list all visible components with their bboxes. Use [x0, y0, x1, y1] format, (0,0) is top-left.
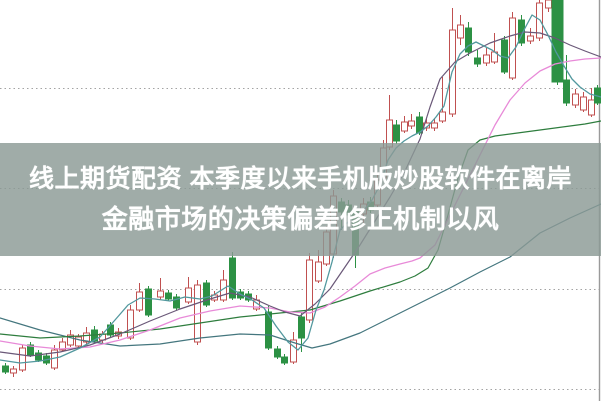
candle-body: [265, 311, 272, 349]
candle-body: [527, 35, 534, 42]
candle-body: [157, 290, 164, 298]
candle-body: [59, 341, 66, 351]
candle-body: [474, 57, 481, 65]
candle-body: [10, 368, 17, 374]
candle-body: [518, 19, 525, 44]
candle-body: [290, 339, 297, 363]
candle-body: [83, 332, 90, 343]
ma-long-green: [0, 120, 601, 339]
candle-body: [229, 257, 236, 299]
candle-body: [393, 124, 400, 142]
candle-body: [35, 352, 42, 361]
candle-body: [457, 24, 464, 39]
candle-body: [563, 79, 570, 104]
candle-body: [483, 54, 490, 64]
candle-body: [536, 2, 543, 39]
headline-overlay-band: 线上期货配资 本季度以来手机版炒股软件在离岸 金融市场的决策偏差修正机制以风: [0, 143, 601, 256]
candle-body: [401, 121, 408, 132]
candle-body: [439, 111, 446, 122]
candle-body: [173, 296, 180, 309]
candle-body: [545, 0, 552, 9]
candle-body: [588, 99, 595, 116]
candle-body: [431, 122, 438, 129]
ma-long-steel: [0, 203, 601, 349]
candle-body: [274, 348, 281, 358]
candle-body: [75, 336, 82, 347]
candle-body: [580, 96, 587, 111]
candle-body: [306, 259, 313, 321]
candle-body: [67, 334, 74, 346]
headline-line-1: 线上期货配资 本季度以来手机版炒股软件在离岸: [29, 165, 572, 193]
candle-body: [298, 316, 305, 339]
candle-body: [136, 291, 143, 311]
candle-body: [315, 261, 322, 282]
candle-body: [465, 27, 472, 53]
candle-body: [185, 287, 192, 303]
candle-body: [165, 292, 172, 300]
headline-line-2: 金融市场的决策偏差修正机制以风: [101, 204, 500, 234]
candle-body: [281, 356, 288, 364]
candle-body: [572, 93, 579, 106]
candle-body: [2, 365, 9, 373]
candle-body: [423, 122, 430, 129]
candle-body: [127, 309, 134, 339]
candle-body: [416, 116, 423, 134]
candle-body: [19, 347, 26, 371]
candle-body: [27, 344, 34, 356]
candle-body: [551, 0, 564, 83]
ma-mid-pink: [0, 57, 601, 350]
candle-body: [203, 282, 210, 306]
candle-body: [145, 288, 152, 316]
candle-body: [408, 120, 415, 127]
